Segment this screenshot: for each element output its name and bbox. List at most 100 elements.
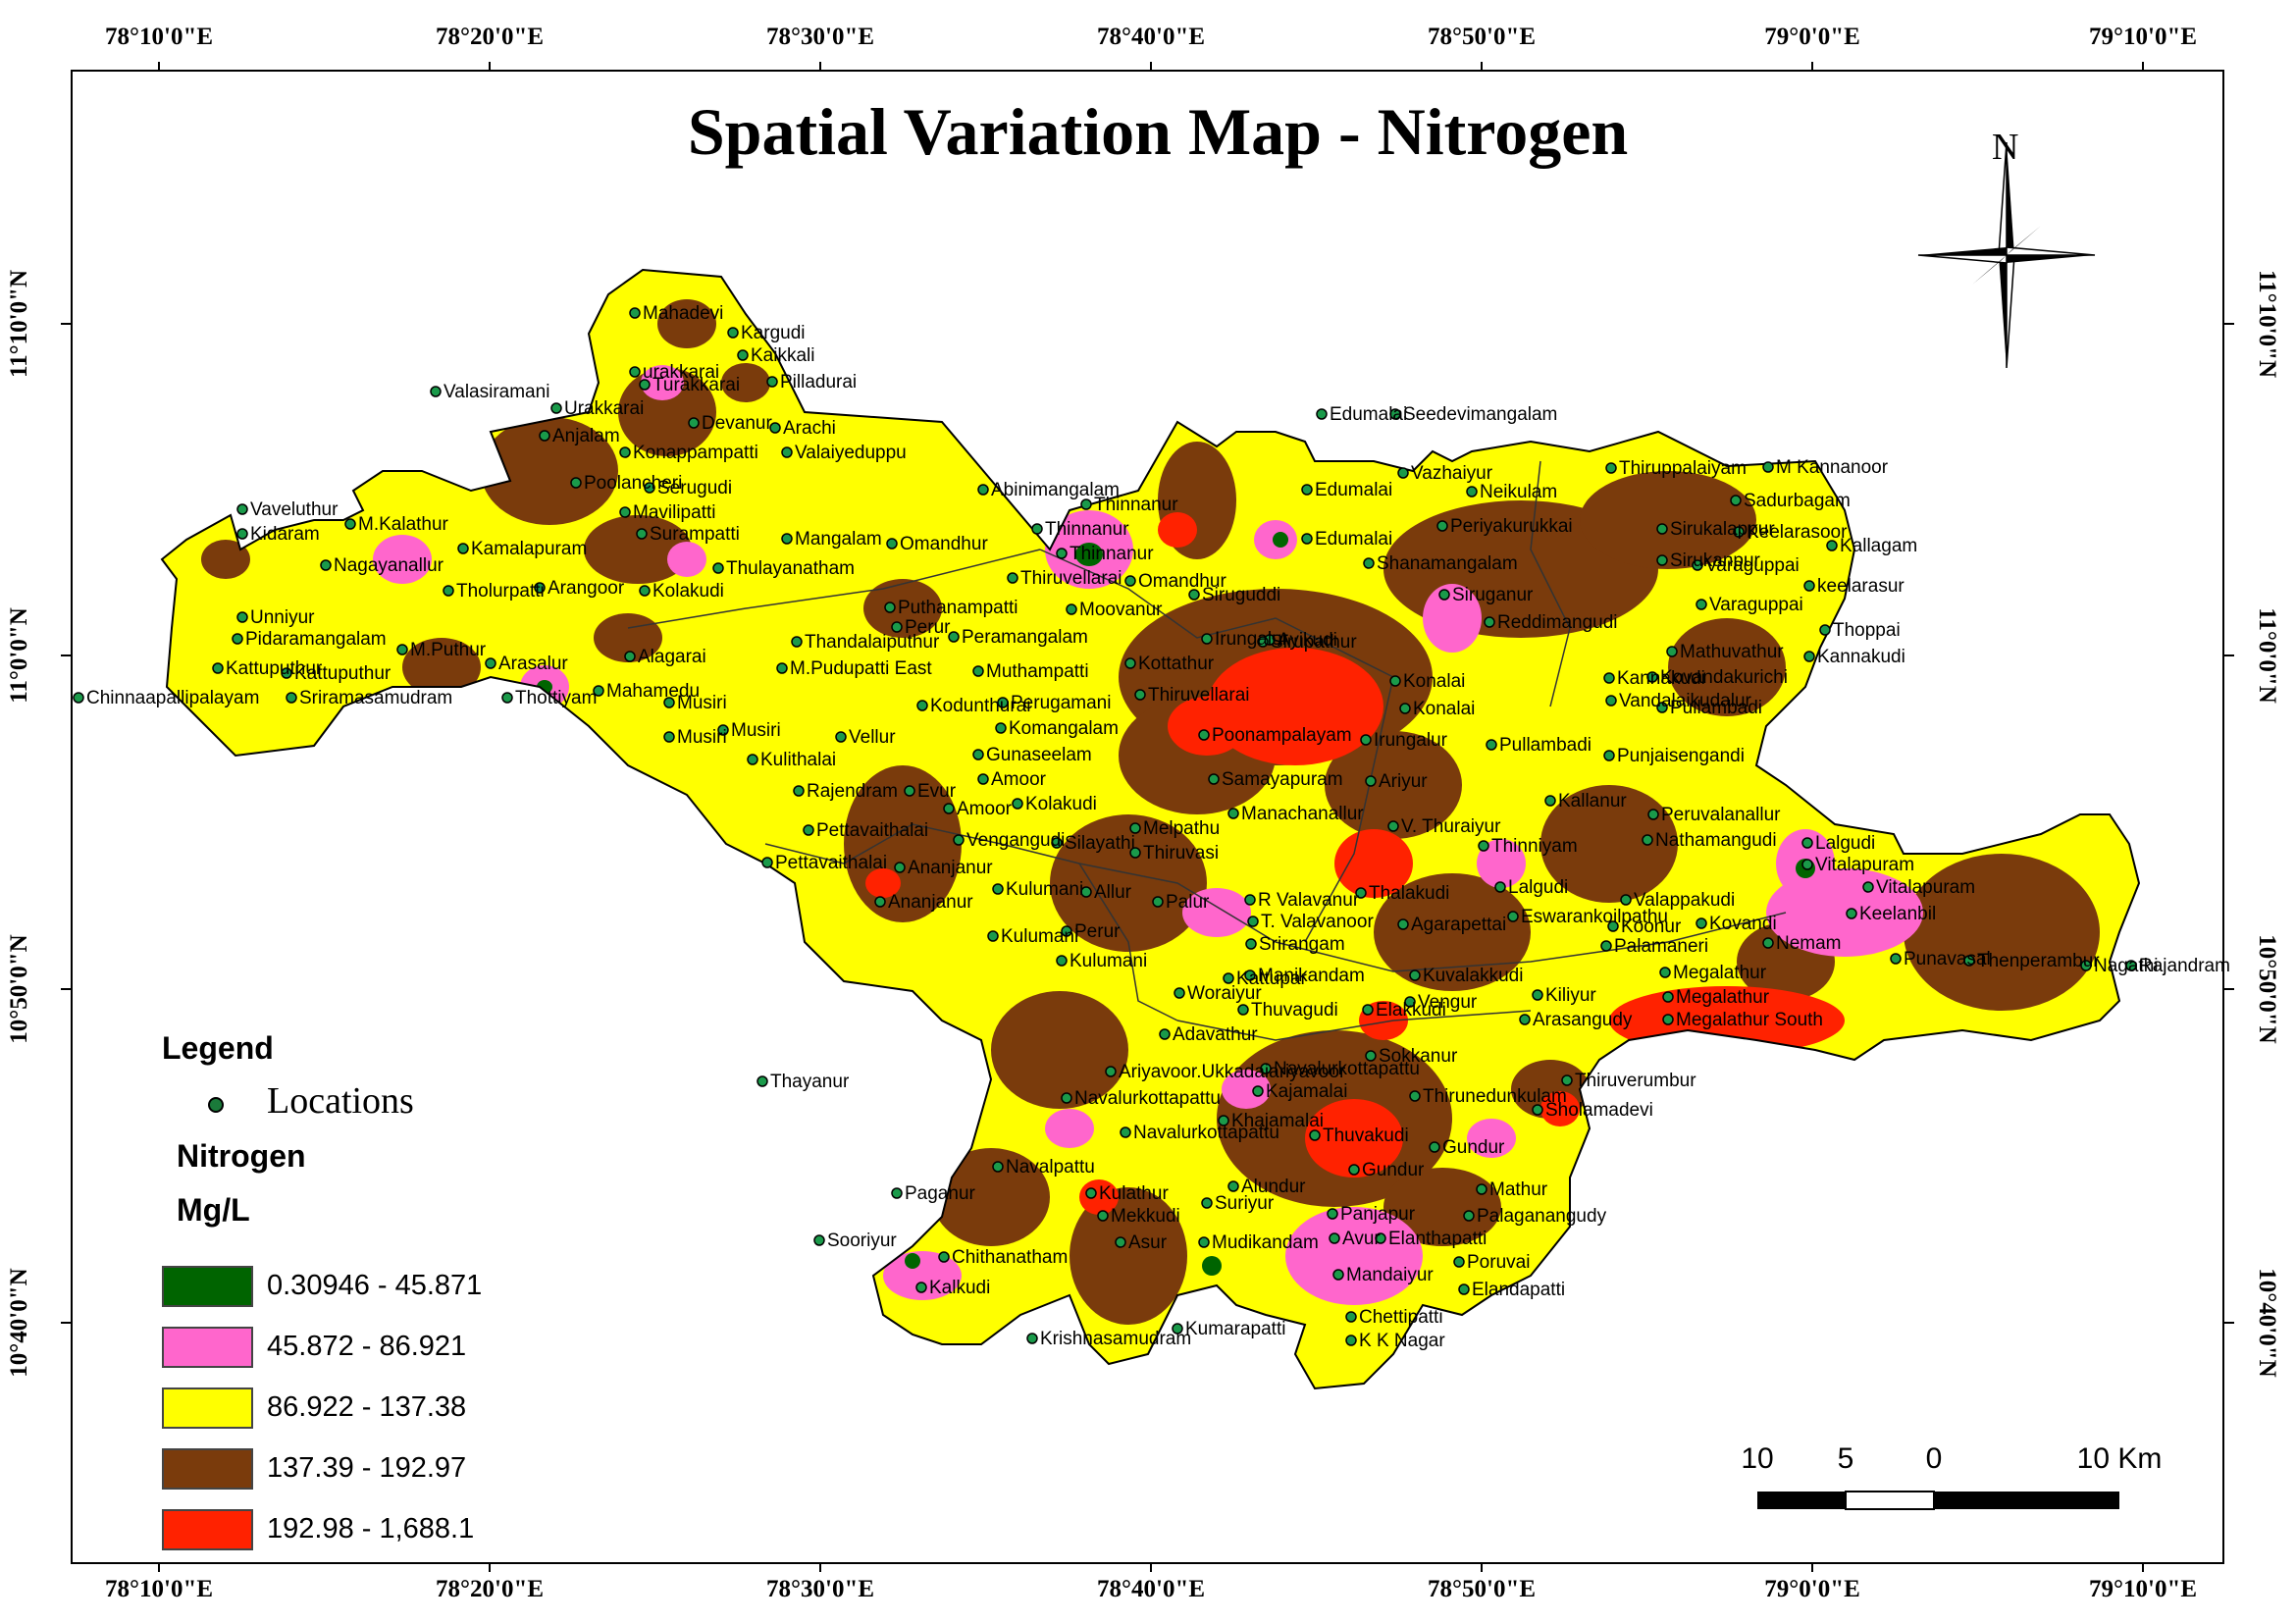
location-point	[793, 785, 805, 797]
location-point	[212, 662, 224, 674]
location-point	[781, 446, 793, 458]
place-label: Peruvalanallur	[1661, 805, 1781, 825]
place-label: Sirupathur	[1271, 632, 1357, 653]
place-label: Thuvakudi	[1323, 1126, 1409, 1146]
location-point	[894, 862, 906, 873]
place-label: Navalpattu	[1006, 1157, 1095, 1178]
longitude-label-bottom: 78°10'0"E	[105, 1576, 213, 1602]
location-point	[1463, 1210, 1475, 1222]
place-label: Sirukalappur	[1670, 519, 1775, 540]
place-label: Eswarankoilpathu	[1521, 907, 1668, 927]
place-label: Vandalaikudalur	[1619, 691, 1752, 711]
class-green-zones	[537, 532, 1815, 1276]
legend-class-label: 86.922 - 137.38	[267, 1391, 467, 1423]
location-point	[886, 538, 898, 550]
place-label: Alundur	[1241, 1177, 1306, 1197]
place-label: Sriramasamudram	[299, 688, 452, 708]
tick-bottom	[158, 1562, 160, 1572]
location-point	[1404, 996, 1416, 1008]
longitude-label-top: 78°40'0"E	[1097, 24, 1205, 50]
place-label: Megalathur South	[1676, 1010, 1823, 1030]
scale-label-5: 5	[1837, 1442, 1854, 1475]
tick-top	[819, 62, 821, 72]
place-label: Irungalur	[1374, 730, 1448, 751]
place-label: Mandaiyur	[1346, 1265, 1434, 1285]
place-label: Musiri	[677, 693, 727, 713]
place-label: Kallanur	[1558, 791, 1627, 812]
location-point	[874, 896, 886, 908]
location-point	[1819, 624, 1831, 636]
place-label: Thoppai	[1833, 620, 1901, 641]
location-point	[1201, 633, 1213, 645]
place-label: Reddimangudi	[1497, 612, 1618, 633]
location-point	[236, 611, 248, 623]
legend-units: Mg/L	[177, 1192, 250, 1228]
location-point	[1252, 1085, 1264, 1097]
location-point	[1174, 987, 1185, 999]
place-label: Neikulam	[1480, 482, 1557, 502]
place-label: Vaveluthur	[250, 499, 339, 520]
map-title: Spatial Variation Map - Nitrogen	[687, 94, 1629, 169]
place-label: Asur	[1128, 1232, 1168, 1253]
place-label: Nagathi	[2094, 956, 2159, 976]
location-point	[1453, 1256, 1465, 1268]
place-label: Melpathu	[1143, 818, 1220, 839]
place-label: Arasangudy	[1533, 1010, 1633, 1030]
location-point	[1208, 773, 1220, 785]
location-point	[1375, 1232, 1386, 1244]
place-label: Shanamangalam	[1377, 553, 1518, 574]
location-point	[1507, 911, 1519, 922]
location-point	[624, 651, 636, 662]
location-point	[534, 582, 546, 594]
location-point	[1826, 540, 1838, 551]
location-point	[757, 1075, 768, 1087]
location-point	[1247, 916, 1259, 927]
location-point	[1532, 1104, 1543, 1116]
location-point	[1696, 917, 1707, 929]
place-label: Sokkanur	[1379, 1046, 1458, 1067]
place-label: Moovanur	[1079, 600, 1163, 620]
place-label: Kajamalai	[1266, 1081, 1347, 1102]
place-label: Kattupar	[1236, 969, 1307, 989]
place-label: Lalgudi	[1815, 833, 1875, 854]
location-point	[891, 1187, 903, 1199]
place-label: Manikandam	[1258, 966, 1365, 986]
place-label: Kodunthurai	[930, 696, 1030, 716]
place-label: Gundur	[1442, 1137, 1505, 1158]
location-point	[1544, 795, 1556, 807]
place-label: Ariyavoor.Ukkadaiariyavoor	[1119, 1062, 1346, 1082]
place-label: Punjaisengandi	[1617, 746, 1745, 766]
location-point	[1301, 484, 1313, 496]
location-point	[1218, 1115, 1229, 1126]
place-label: Khajamalai	[1231, 1111, 1324, 1131]
place-label: Keelarasoor	[1747, 522, 1848, 543]
location-point	[943, 803, 955, 814]
location-point	[236, 528, 248, 540]
location-point	[639, 585, 651, 597]
place-label: Avur	[1342, 1229, 1381, 1249]
tick-left	[61, 323, 71, 325]
location-point	[1762, 461, 1774, 473]
place-label: Siruguddi	[1202, 585, 1280, 605]
place-label: Srirangam	[1259, 934, 1345, 955]
location-point	[916, 700, 928, 711]
place-label: Ananjanur	[908, 858, 993, 878]
place-label: Kumarapatti	[1185, 1319, 1285, 1339]
location-point	[995, 722, 1007, 734]
location-point	[1105, 1066, 1117, 1077]
place-label: Kolakudi	[1025, 794, 1097, 814]
location-point	[1152, 896, 1164, 908]
location-point	[619, 506, 631, 518]
place-label: Chettipatti	[1359, 1307, 1443, 1328]
location-point	[344, 518, 356, 530]
place-label: Navalurkottapattu	[1133, 1123, 1279, 1143]
longitude-label-top: 78°10'0"E	[105, 24, 213, 50]
place-label: Chinnaapallipalayam	[86, 688, 259, 708]
location-point	[761, 857, 773, 868]
location-point	[1329, 1232, 1340, 1244]
location-point	[813, 1234, 825, 1246]
location-point	[286, 692, 297, 704]
place-label: Musiri	[731, 720, 781, 741]
place-label: Ayikudi	[1278, 630, 1337, 651]
